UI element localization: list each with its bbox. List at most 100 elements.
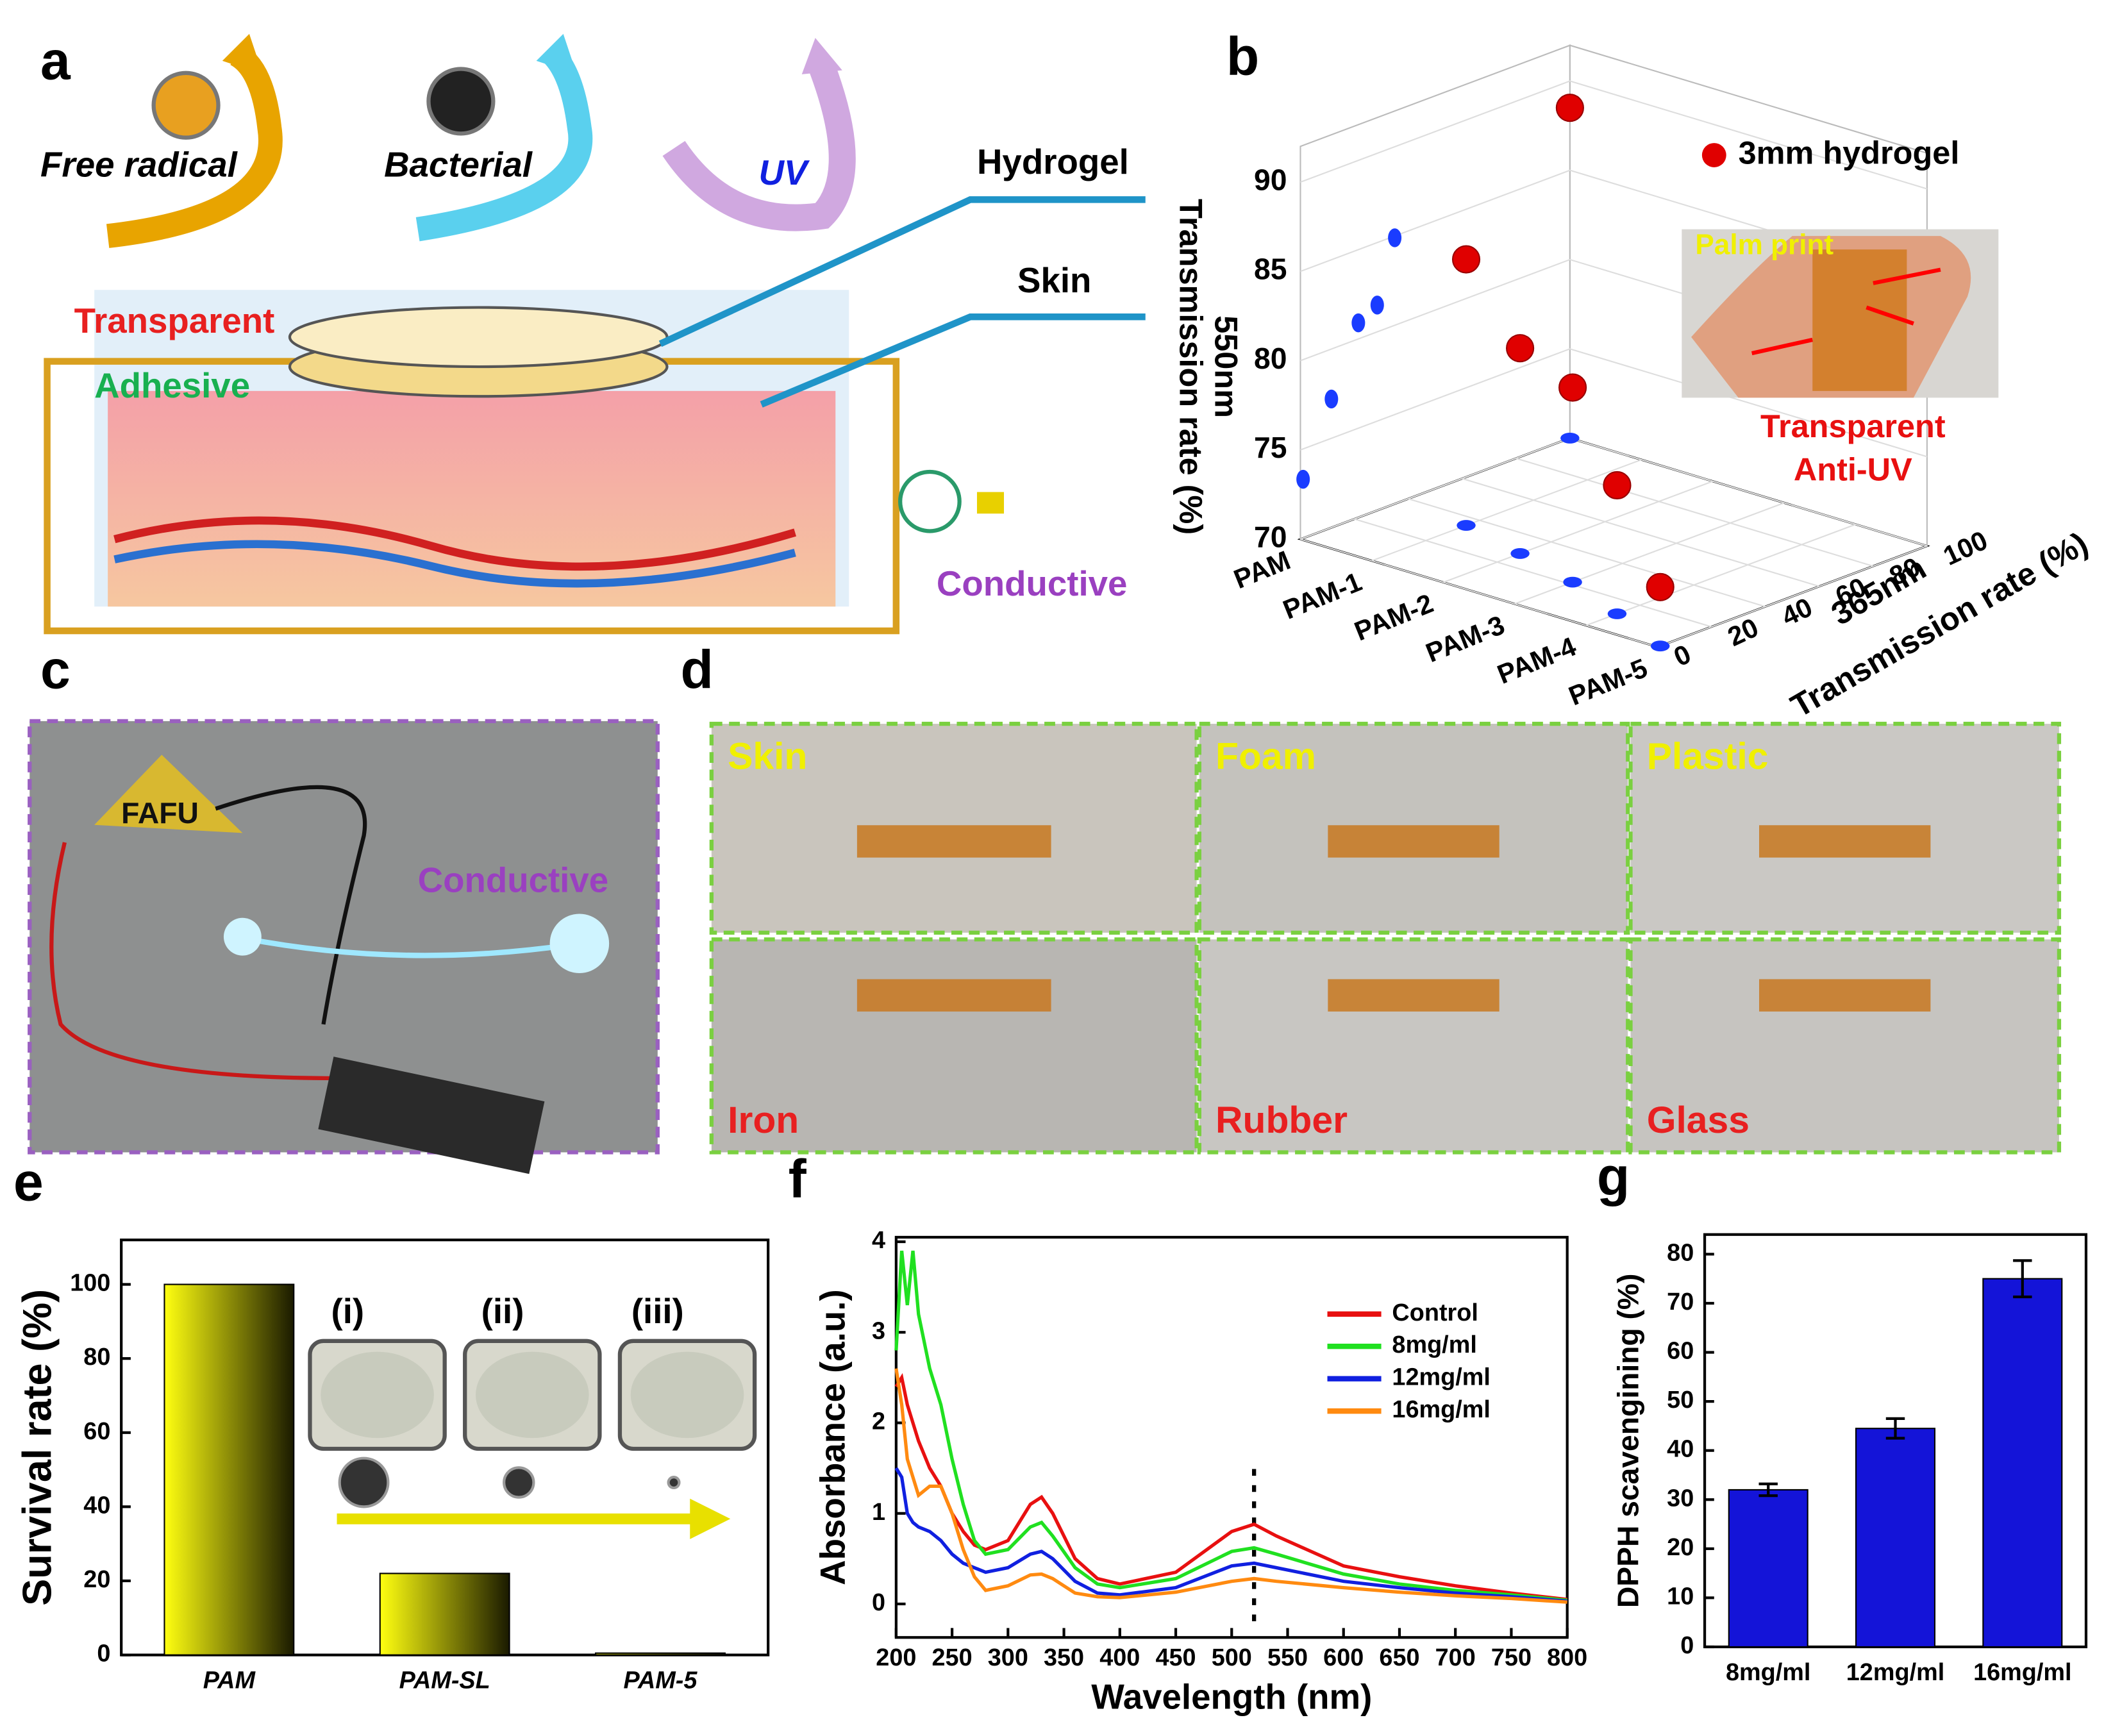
legend-label: Control [1392, 1299, 1478, 1326]
hydrogel-sample [1328, 979, 1499, 1012]
bar [163, 1283, 295, 1656]
grid-line [1442, 480, 1714, 583]
z-tick-label: 80 [1254, 342, 1287, 375]
arrow [1751, 337, 1813, 356]
arrow-head [801, 38, 842, 74]
panel-label: d [681, 640, 714, 700]
y-axis-title: Transmission rate (%) [1785, 524, 2094, 724]
x-tick-label: 500 [1212, 1644, 1252, 1671]
y-tick-label: 60 [83, 1418, 110, 1445]
y-tick-label: 80 [1667, 1239, 1694, 1266]
arrow [662, 63, 856, 231]
x-axis-title: Wavelength (nm) [1091, 1677, 1372, 1716]
bar [1855, 1428, 1936, 1648]
inset-label: (iii) [631, 1292, 684, 1331]
y-tick-label: 20 [1723, 612, 1763, 652]
label: Skin [1017, 261, 1091, 300]
panel-c: c FAFU Conductive [28, 640, 660, 1174]
label: Conductive [418, 861, 609, 900]
bacteria-icon [667, 1476, 681, 1490]
y-tick-label: 0 [1680, 1632, 1694, 1659]
grid-line [1354, 518, 1712, 628]
label: Adhesive [94, 366, 250, 405]
grid-line [1585, 523, 1856, 626]
x-tick-label: 450 [1155, 1644, 1196, 1671]
x-tick-label: 300 [988, 1644, 1028, 1671]
hydrogel [1812, 249, 1907, 391]
z-tick-label: 90 [1254, 163, 1287, 196]
tile-label: Glass [1647, 1099, 1750, 1141]
y-tick-label: 70 [1667, 1289, 1694, 1315]
wall-projection [1296, 469, 1310, 489]
series-line [894, 1368, 1567, 1604]
category-label: PAM-5 [1564, 653, 1651, 711]
legend-label: 3mm hydrogel [1739, 134, 1960, 171]
wall [1299, 44, 1571, 540]
y-tick-label: 3 [872, 1317, 885, 1344]
bar [1982, 1278, 2063, 1648]
panel-label: f [789, 1149, 807, 1209]
spark [223, 917, 262, 956]
panel-label: g [1597, 1146, 1630, 1206]
x-tick-label: 800 [1547, 1644, 1587, 1671]
photo-tile [709, 937, 1199, 1155]
inset-label: (i) [331, 1292, 365, 1331]
floor-projection [1560, 433, 1580, 444]
x-tick-label: 750 [1491, 1644, 1532, 1671]
floor-projection [1607, 608, 1627, 619]
z-axis-title: 550nm [1208, 315, 1244, 418]
series-line [894, 1467, 1567, 1603]
icon [151, 71, 221, 140]
grid-line [1657, 545, 1928, 648]
hydrogel-sample [856, 979, 1051, 1012]
inset-label: (ii) [481, 1292, 524, 1331]
point [1603, 471, 1632, 500]
hydrogel-disc [288, 306, 669, 369]
floor-projection [1563, 576, 1582, 588]
panel-d: d Skin Foam Plastic Iron Rubber Glass [681, 640, 2062, 1155]
arrow [106, 43, 283, 248]
legend-label: 16mg/ml [1392, 1396, 1490, 1423]
hydrogel-sample [856, 825, 1051, 858]
category-label: PAM-1 [1279, 566, 1366, 624]
x-tick-label: PAM [203, 1667, 256, 1694]
arrow-head [222, 33, 263, 74]
grid-line [1462, 478, 1820, 587]
bulb [898, 469, 962, 533]
spark [235, 934, 580, 958]
photo-tile [1628, 937, 2062, 1155]
y-tick-label: 0 [97, 1640, 110, 1667]
pointer [760, 313, 1146, 408]
panel-label: e [13, 1151, 44, 1212]
y-tick-label: 80 [83, 1344, 110, 1371]
inset-text: Palm print [1695, 230, 1833, 261]
plot-frame [894, 1235, 1569, 1639]
error-bar [2013, 1259, 2032, 1299]
photo-tile [1197, 937, 1630, 1155]
wire [49, 842, 337, 1081]
pointer [658, 196, 1146, 347]
tile-label: Skin [728, 735, 807, 777]
z-tick-label: 75 [1254, 431, 1287, 464]
y-tick-label: 100 [1939, 525, 1992, 571]
tile-label: Plastic [1647, 735, 1769, 777]
arrow [1866, 305, 1914, 326]
point [1558, 373, 1587, 402]
y-tick-label: 0 [872, 1589, 885, 1616]
y-tick-label: 0 [1669, 638, 1696, 672]
wall-projection [1370, 296, 1384, 315]
inset-text: Transparent [1760, 408, 1946, 444]
wall-projection [1388, 228, 1402, 247]
grid-line [1300, 80, 1928, 190]
bar [379, 1573, 510, 1656]
x-tick-label: 400 [1099, 1644, 1140, 1671]
grid-line [1516, 457, 1874, 567]
x-tick-label: 350 [1044, 1644, 1084, 1671]
y-axis-title: Absorbance (a.u.) [814, 1289, 853, 1585]
panel-label: c [40, 640, 71, 700]
x-tick-label: 600 [1323, 1644, 1364, 1671]
hydrogel-sample [1328, 825, 1499, 858]
x-tick-label: PAM-5 [624, 1667, 698, 1694]
hydrogel-sample [1759, 825, 1931, 858]
x-tick-label: 16mg/ml [1973, 1659, 2071, 1686]
